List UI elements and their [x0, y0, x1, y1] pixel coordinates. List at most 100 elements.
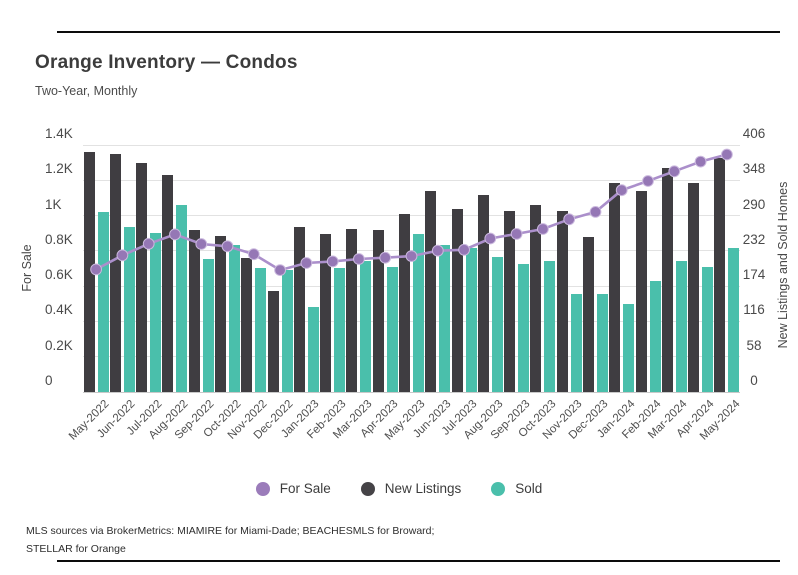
bar-new-listings [635, 191, 647, 392]
bar-sold [623, 304, 635, 392]
bar-sold [255, 268, 267, 392]
bar-group [451, 145, 477, 392]
left-axis-tick-label: 0 [45, 373, 53, 388]
gridline [83, 179, 740, 181]
for-sale-point [195, 238, 208, 250]
bar-sold [596, 294, 608, 392]
left-axis-title: For Sale [20, 244, 34, 292]
bar-new-listings [556, 211, 568, 392]
bar-sold [465, 248, 477, 392]
for-sale-point [484, 232, 497, 245]
top-divider [57, 31, 780, 33]
legend-swatch-icon [491, 481, 506, 496]
left-axis-tick-label: 0.8K [45, 231, 73, 247]
legend-item-new-listings[interactable]: New Listings [360, 481, 462, 496]
bar-new-listings [241, 258, 253, 392]
bar-group [346, 145, 372, 392]
bar-group [661, 145, 687, 392]
bar-group [398, 145, 424, 392]
left-axis-tick-label: 0.2K [45, 337, 73, 353]
bar-new-listings [688, 183, 700, 392]
legend-swatch-icon [255, 481, 270, 496]
chart-title: Orange Inventory — Condos [35, 52, 298, 73]
bar-new-listings [609, 183, 621, 392]
for-sale-point [274, 264, 287, 276]
bar-group [556, 145, 582, 392]
bar-group [109, 145, 135, 392]
gridline [83, 320, 740, 322]
legend-label: New Listings [384, 481, 462, 496]
left-axis-tick-label: 1.2K [45, 161, 73, 177]
bar-group [609, 145, 635, 392]
right-axis-tick-label: 116 [743, 302, 765, 318]
bottom-divider [57, 560, 780, 562]
legend-label: For Sale [279, 481, 331, 496]
for-sale-point [589, 206, 602, 218]
bar-sold [150, 233, 162, 392]
bar-group [136, 145, 162, 392]
bar-sold [544, 261, 556, 392]
source-note-line1: MLS sources via BrokerMetrics: MIAMIRE f… [26, 525, 435, 537]
for-sale-point [116, 249, 129, 262]
for-sale-point [221, 240, 234, 253]
left-axis-tick-label: 0.6K [45, 267, 73, 283]
bar-new-listings [188, 230, 200, 392]
bar-new-listings [661, 168, 673, 392]
legend-label: Sold [515, 481, 543, 496]
for-sale-point [353, 253, 365, 265]
chart-legend: For Sale New Listings Sold [0, 481, 798, 496]
right-axis-title: New Listings and Sold Homes [776, 181, 790, 349]
bar-sold [518, 264, 530, 392]
gridline [83, 285, 740, 287]
bar-sold [412, 234, 424, 392]
bar-sold [202, 259, 214, 392]
for-sale-point [721, 148, 733, 161]
for-sale-point [615, 184, 628, 197]
bar-sold [360, 261, 372, 392]
gridline [83, 391, 740, 393]
for-sale-point [694, 155, 707, 168]
bar-group [530, 145, 556, 392]
left-axis-tick-label: 1K [45, 196, 62, 212]
for-sale-point [537, 223, 549, 235]
for-sale-point [142, 237, 155, 250]
bar-new-listings [83, 152, 95, 392]
right-axis-tick-label: 174 [742, 267, 766, 283]
for-sale-point [90, 263, 103, 276]
bar-new-listings [215, 236, 227, 392]
bar-sold [281, 270, 293, 392]
plot-canvas [83, 144, 740, 393]
for-sale-point [169, 228, 181, 241]
bar-group [83, 145, 109, 392]
bar-new-listings [398, 214, 410, 392]
bar-sold [334, 268, 346, 392]
source-note-line2: STELLAR for Orange [26, 543, 126, 555]
bar-group [188, 145, 214, 392]
legend-item-sold[interactable]: Sold [491, 481, 542, 496]
for-sale-point [300, 257, 313, 269]
bar-sold [123, 227, 135, 392]
bar-group [214, 145, 241, 392]
bar-group [162, 145, 188, 392]
legend-item-for-sale[interactable]: For Sale [255, 481, 331, 496]
bar-new-listings [293, 227, 305, 392]
bar-group [503, 145, 530, 392]
gridline [83, 356, 740, 358]
for-sale-point [642, 175, 654, 187]
bar-group [687, 145, 714, 392]
bar-group [425, 145, 451, 392]
bar-sold [176, 205, 188, 392]
bar-new-listings [477, 195, 489, 392]
bar-new-listings [267, 291, 279, 392]
for-sale-point [379, 251, 392, 264]
for-sale-point [668, 165, 681, 178]
bar-group [293, 145, 319, 392]
bar-group [477, 145, 503, 392]
bar-sold [570, 294, 582, 392]
bar-group [714, 145, 740, 392]
bar-new-listings [504, 211, 516, 392]
right-axis-tick-label: 0 [750, 373, 758, 388]
bar-new-listings [109, 154, 121, 392]
bar-group [320, 145, 346, 392]
